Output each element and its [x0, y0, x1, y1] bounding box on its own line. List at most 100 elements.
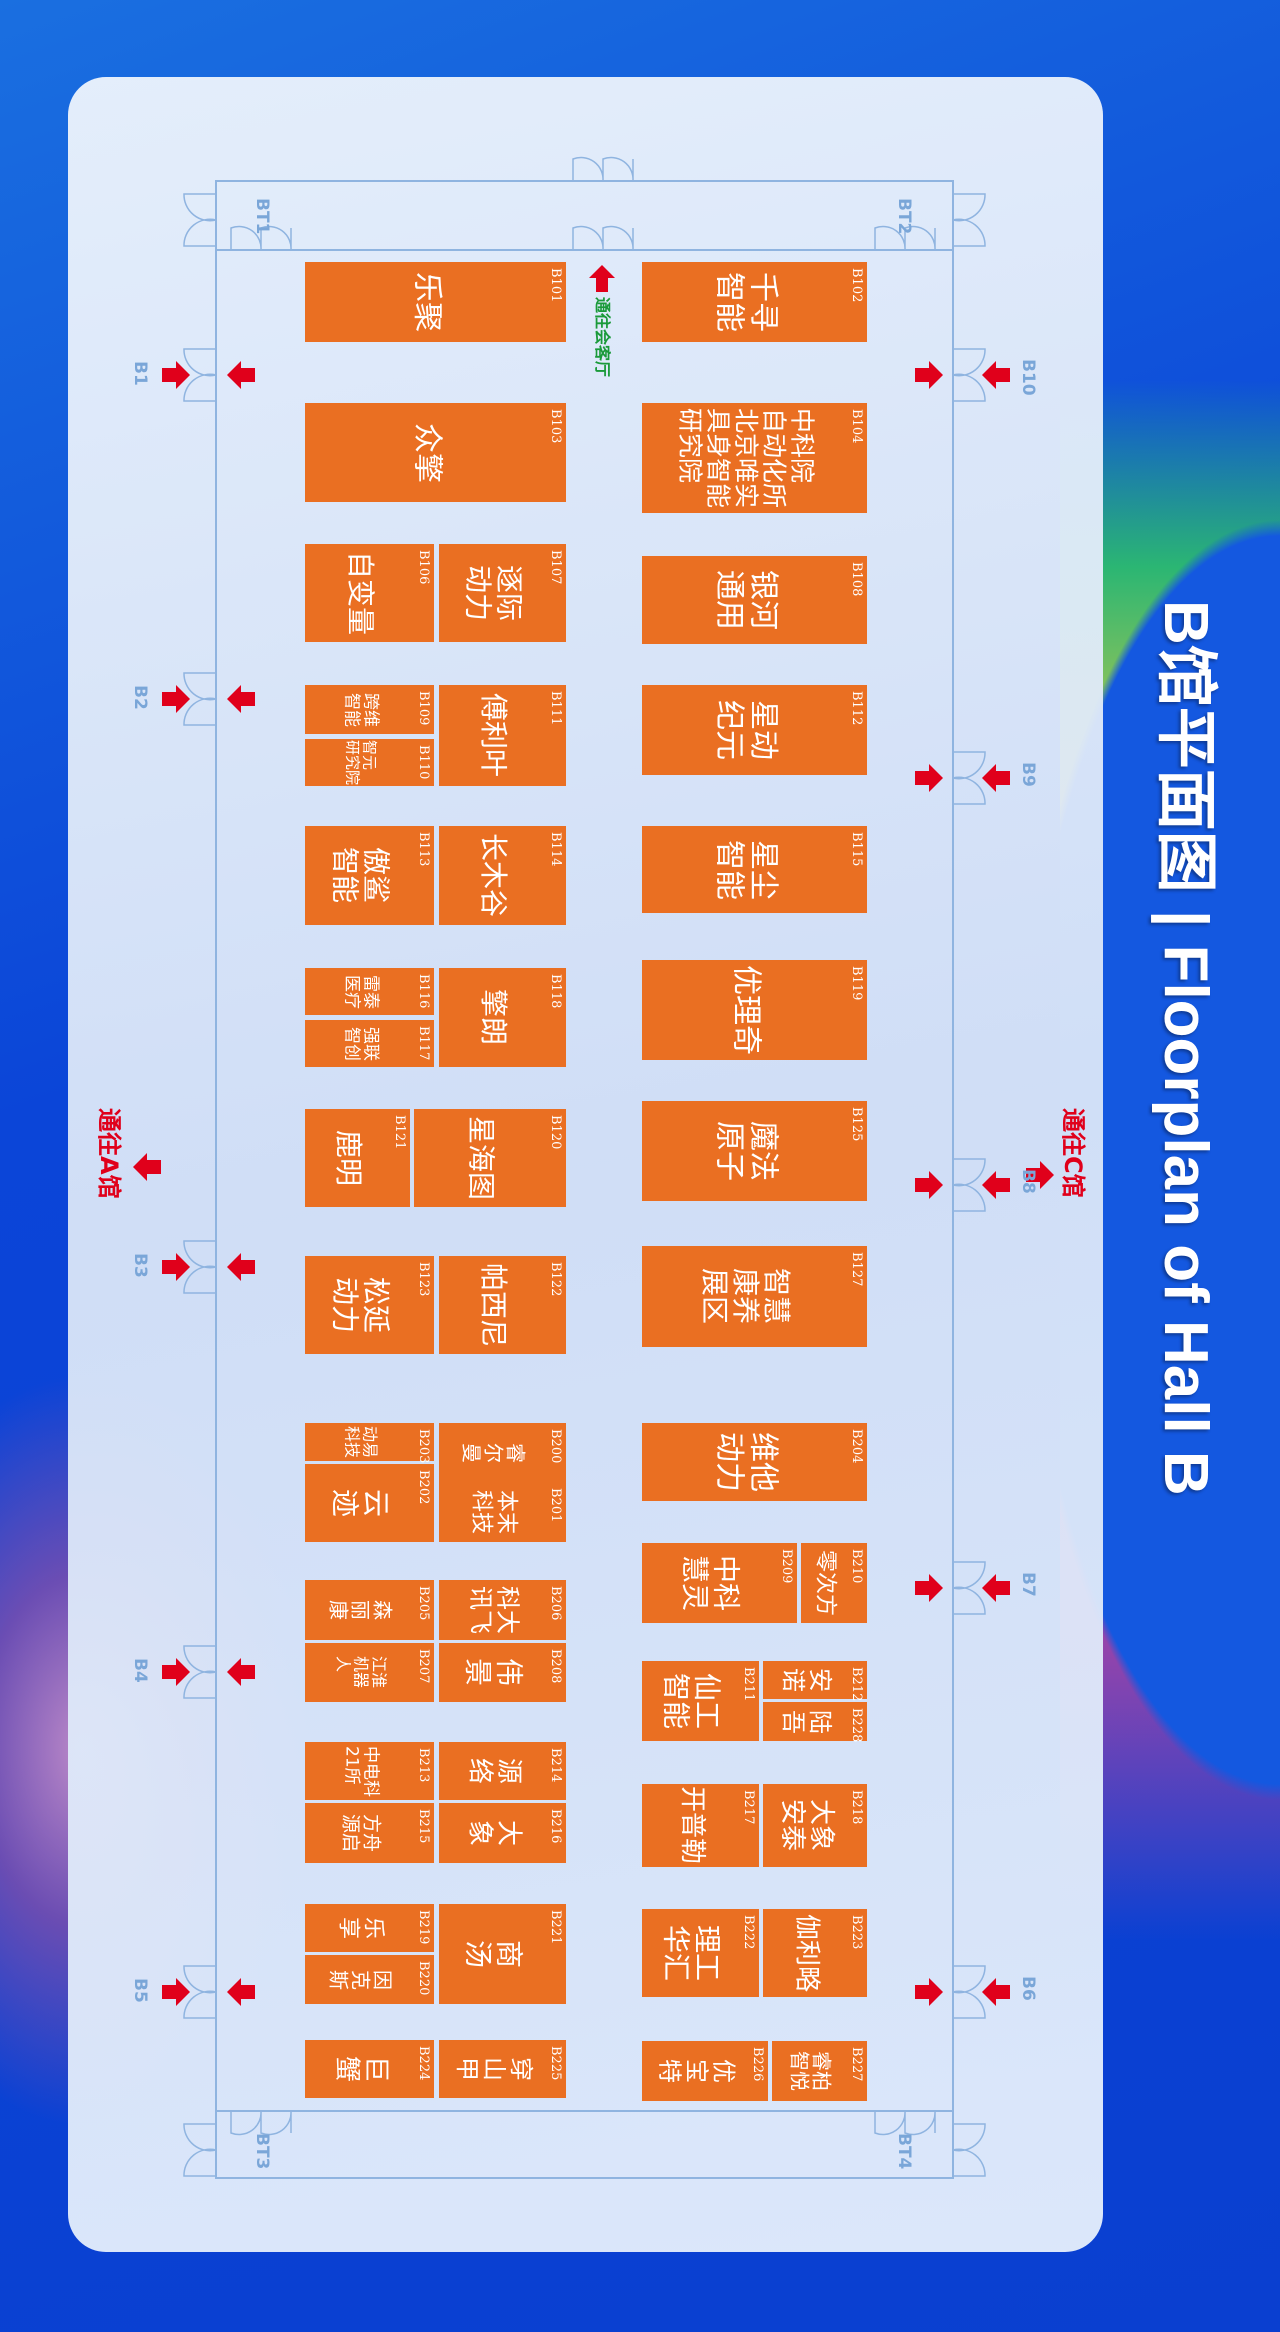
booth-number: B123: [416, 1262, 431, 1297]
booth-number: B107: [548, 550, 563, 585]
booth-b217[interactable]: B217 开普勒: [642, 1784, 759, 1867]
door-bt3-icon: [230, 2110, 292, 2136]
booth-b200[interactable]: B200 睿 尔 曼: [439, 1423, 566, 1482]
booth-number: B214: [548, 1748, 563, 1783]
booth-b222[interactable]: B222 理工 华汇: [642, 1909, 759, 1997]
booth-b120[interactable]: B120 星海图: [414, 1109, 566, 1207]
booth-b123[interactable]: B123 松延 动力: [305, 1256, 434, 1354]
booth-b213[interactable]: B213 中电科 21所: [305, 1742, 434, 1800]
entry-arrow-icon: [227, 1253, 255, 1281]
booth-b202[interactable]: B202 云 迹: [305, 1464, 434, 1542]
stair-label-bt2: BT2: [894, 198, 914, 235]
door-b6-icon: [952, 1965, 986, 2019]
booth-b223[interactable]: B223 伽利略: [763, 1909, 867, 1997]
booth-b209[interactable]: B209 中科 慧灵: [642, 1543, 797, 1623]
entry-arrow-icon: [915, 361, 943, 389]
booth-number: B206: [548, 1586, 563, 1621]
booth-b203[interactable]: B203 动易 科技: [305, 1423, 434, 1463]
booth-b109[interactable]: B109 跨维 智能: [305, 685, 434, 734]
booth-b218[interactable]: B218 大象 安泰: [763, 1784, 867, 1867]
booth-exhibitor-name: 中科 慧灵: [678, 1554, 743, 1611]
direction-to-lounge[interactable]: 通往会客厅: [593, 297, 612, 378]
booth-b111[interactable]: B111 傅利叶: [439, 685, 566, 786]
booth-b102[interactable]: B102 千寻 智能: [642, 262, 867, 342]
booth-number: B211: [741, 1667, 756, 1702]
booth-b127[interactable]: B127 智慧 康养 展区: [642, 1246, 867, 1347]
booth-b115[interactable]: B115 星尘 智能: [642, 826, 867, 913]
booth-b225[interactable]: B225 穿 山 甲: [439, 2040, 566, 2098]
booth-b106[interactable]: B106 自变量: [305, 544, 434, 642]
booth-exhibitor-name: 陆 吾: [779, 1709, 834, 1734]
booth-number: B103: [548, 409, 563, 444]
door-label-b4: B4: [130, 1658, 150, 1683]
booth-b119[interactable]: B119 优理奇: [642, 960, 867, 1060]
booth-b103[interactable]: B103 众擎: [305, 403, 566, 502]
booth-b110[interactable]: B110 智元 研究院: [305, 739, 434, 786]
booth-number: B227: [849, 2047, 864, 2082]
booth-b205[interactable]: B205 森 丽 康: [305, 1580, 434, 1640]
booth-exhibitor-name: 维他 动力: [711, 1432, 781, 1492]
booth-b212[interactable]: B212 安 诺: [763, 1661, 867, 1702]
booth-b121[interactable]: B121 鹿明: [305, 1109, 410, 1207]
booth-b114[interactable]: B114 长木谷: [439, 826, 566, 925]
door-b8-icon: [952, 1158, 986, 1212]
booth-number: B222: [741, 1915, 756, 1950]
booth-exhibitor-name: 魔法 原子: [711, 1121, 781, 1181]
booth-exhibitor-name: 伟 景: [461, 1658, 526, 1687]
booth-b116[interactable]: B116 雷泰 医疗: [305, 968, 434, 1015]
booth-b210[interactable]: B210 零次方: [801, 1543, 867, 1623]
booth-b201[interactable]: B201 本末 科技: [439, 1482, 566, 1542]
booth-number: B217: [741, 1790, 756, 1825]
booth-b208[interactable]: B208 伟 景: [439, 1643, 566, 1702]
booth-b117[interactable]: B117 强联 智创: [305, 1020, 434, 1067]
hall-c-arrow-icon: [1026, 1161, 1054, 1189]
door-label-b3: B3: [130, 1253, 150, 1278]
hall-outer-wall: [215, 180, 954, 2179]
booth-b228[interactable]: B228 陆 吾: [763, 1702, 867, 1742]
booth-exhibitor-name: 商 汤: [461, 1939, 526, 1968]
booth-b214[interactable]: B214 源 络: [439, 1742, 566, 1800]
booth-b108[interactable]: B108 银河 通用: [642, 556, 867, 644]
entry-arrow-icon: [915, 1978, 943, 2006]
booth-number: B112: [849, 691, 864, 726]
booth-b101[interactable]: B101 乐聚: [305, 262, 566, 342]
booth-b204[interactable]: B204 维他 动力: [642, 1423, 867, 1501]
booth-b226[interactable]: B226 优 宝 特: [642, 2041, 768, 2101]
booth-b211[interactable]: B211 仙工 智能: [642, 1661, 759, 1741]
booth-b227[interactable]: B227 睿柏 智悦: [772, 2041, 867, 2101]
direction-to-hall-a[interactable]: 通往A馆: [95, 1108, 123, 1199]
booth-b219[interactable]: B219 乐 享: [305, 1904, 434, 1952]
booth-exhibitor-name: 伽利略: [791, 1913, 822, 1992]
booth-number: B207: [416, 1649, 431, 1684]
booth-number: B208: [548, 1649, 563, 1684]
booth-b207[interactable]: B207 江淮 机器 人: [305, 1643, 434, 1702]
booth-b107[interactable]: B107 逐际 动力: [439, 544, 566, 642]
booth-b118[interactable]: B118 擎朗: [439, 968, 566, 1067]
booth-exhibitor-name: 银河 通用: [711, 570, 781, 630]
hall-a-arrow-icon: [133, 1153, 161, 1181]
booth-exhibitor-name: 傲鲨 智能: [328, 847, 393, 904]
booth-b122[interactable]: B122 帕西尼: [439, 1256, 566, 1354]
booth-b206[interactable]: B206 科大 讯飞: [439, 1580, 566, 1640]
booth-exhibitor-name: 乐聚: [409, 272, 445, 332]
booth-b112[interactable]: B112 星动 纪元: [642, 685, 867, 775]
booth-exhibitor-name: 智慧 康养 展区: [698, 1268, 793, 1325]
booth-b125[interactable]: B125 魔法 原子: [642, 1101, 867, 1201]
booth-b224[interactable]: B224 巨 蟹: [305, 2040, 434, 2098]
booth-number: B111: [548, 691, 563, 726]
booth-exhibitor-name: 巨 蟹: [331, 2055, 391, 2082]
entry-arrow-icon: [227, 1658, 255, 1686]
booth-b221[interactable]: B221 商 汤: [439, 1904, 566, 2004]
booth-exhibitor-name: 大象 安泰: [777, 1799, 836, 1852]
booth-b113[interactable]: B113 傲鲨 智能: [305, 826, 434, 925]
booth-b104[interactable]: B104 中科院 自动化所 北京唯实 具身智能 研究院: [642, 403, 867, 513]
door-bt3-side-icon: [183, 2123, 217, 2177]
booth-number: B212: [849, 1667, 864, 1702]
booth-b220[interactable]: B220 因 克 斯: [305, 1955, 434, 2004]
direction-to-hall-c[interactable]: 通往C馆: [1059, 1108, 1087, 1198]
booth-b216[interactable]: B216 大 象: [439, 1803, 566, 1863]
entry-arrow-icon: [982, 1574, 1010, 1602]
stair-label-bt3: BT3: [252, 2133, 272, 2170]
booth-b215[interactable]: B215 方舟 源启: [305, 1803, 434, 1863]
booth-number: B108: [849, 562, 864, 597]
